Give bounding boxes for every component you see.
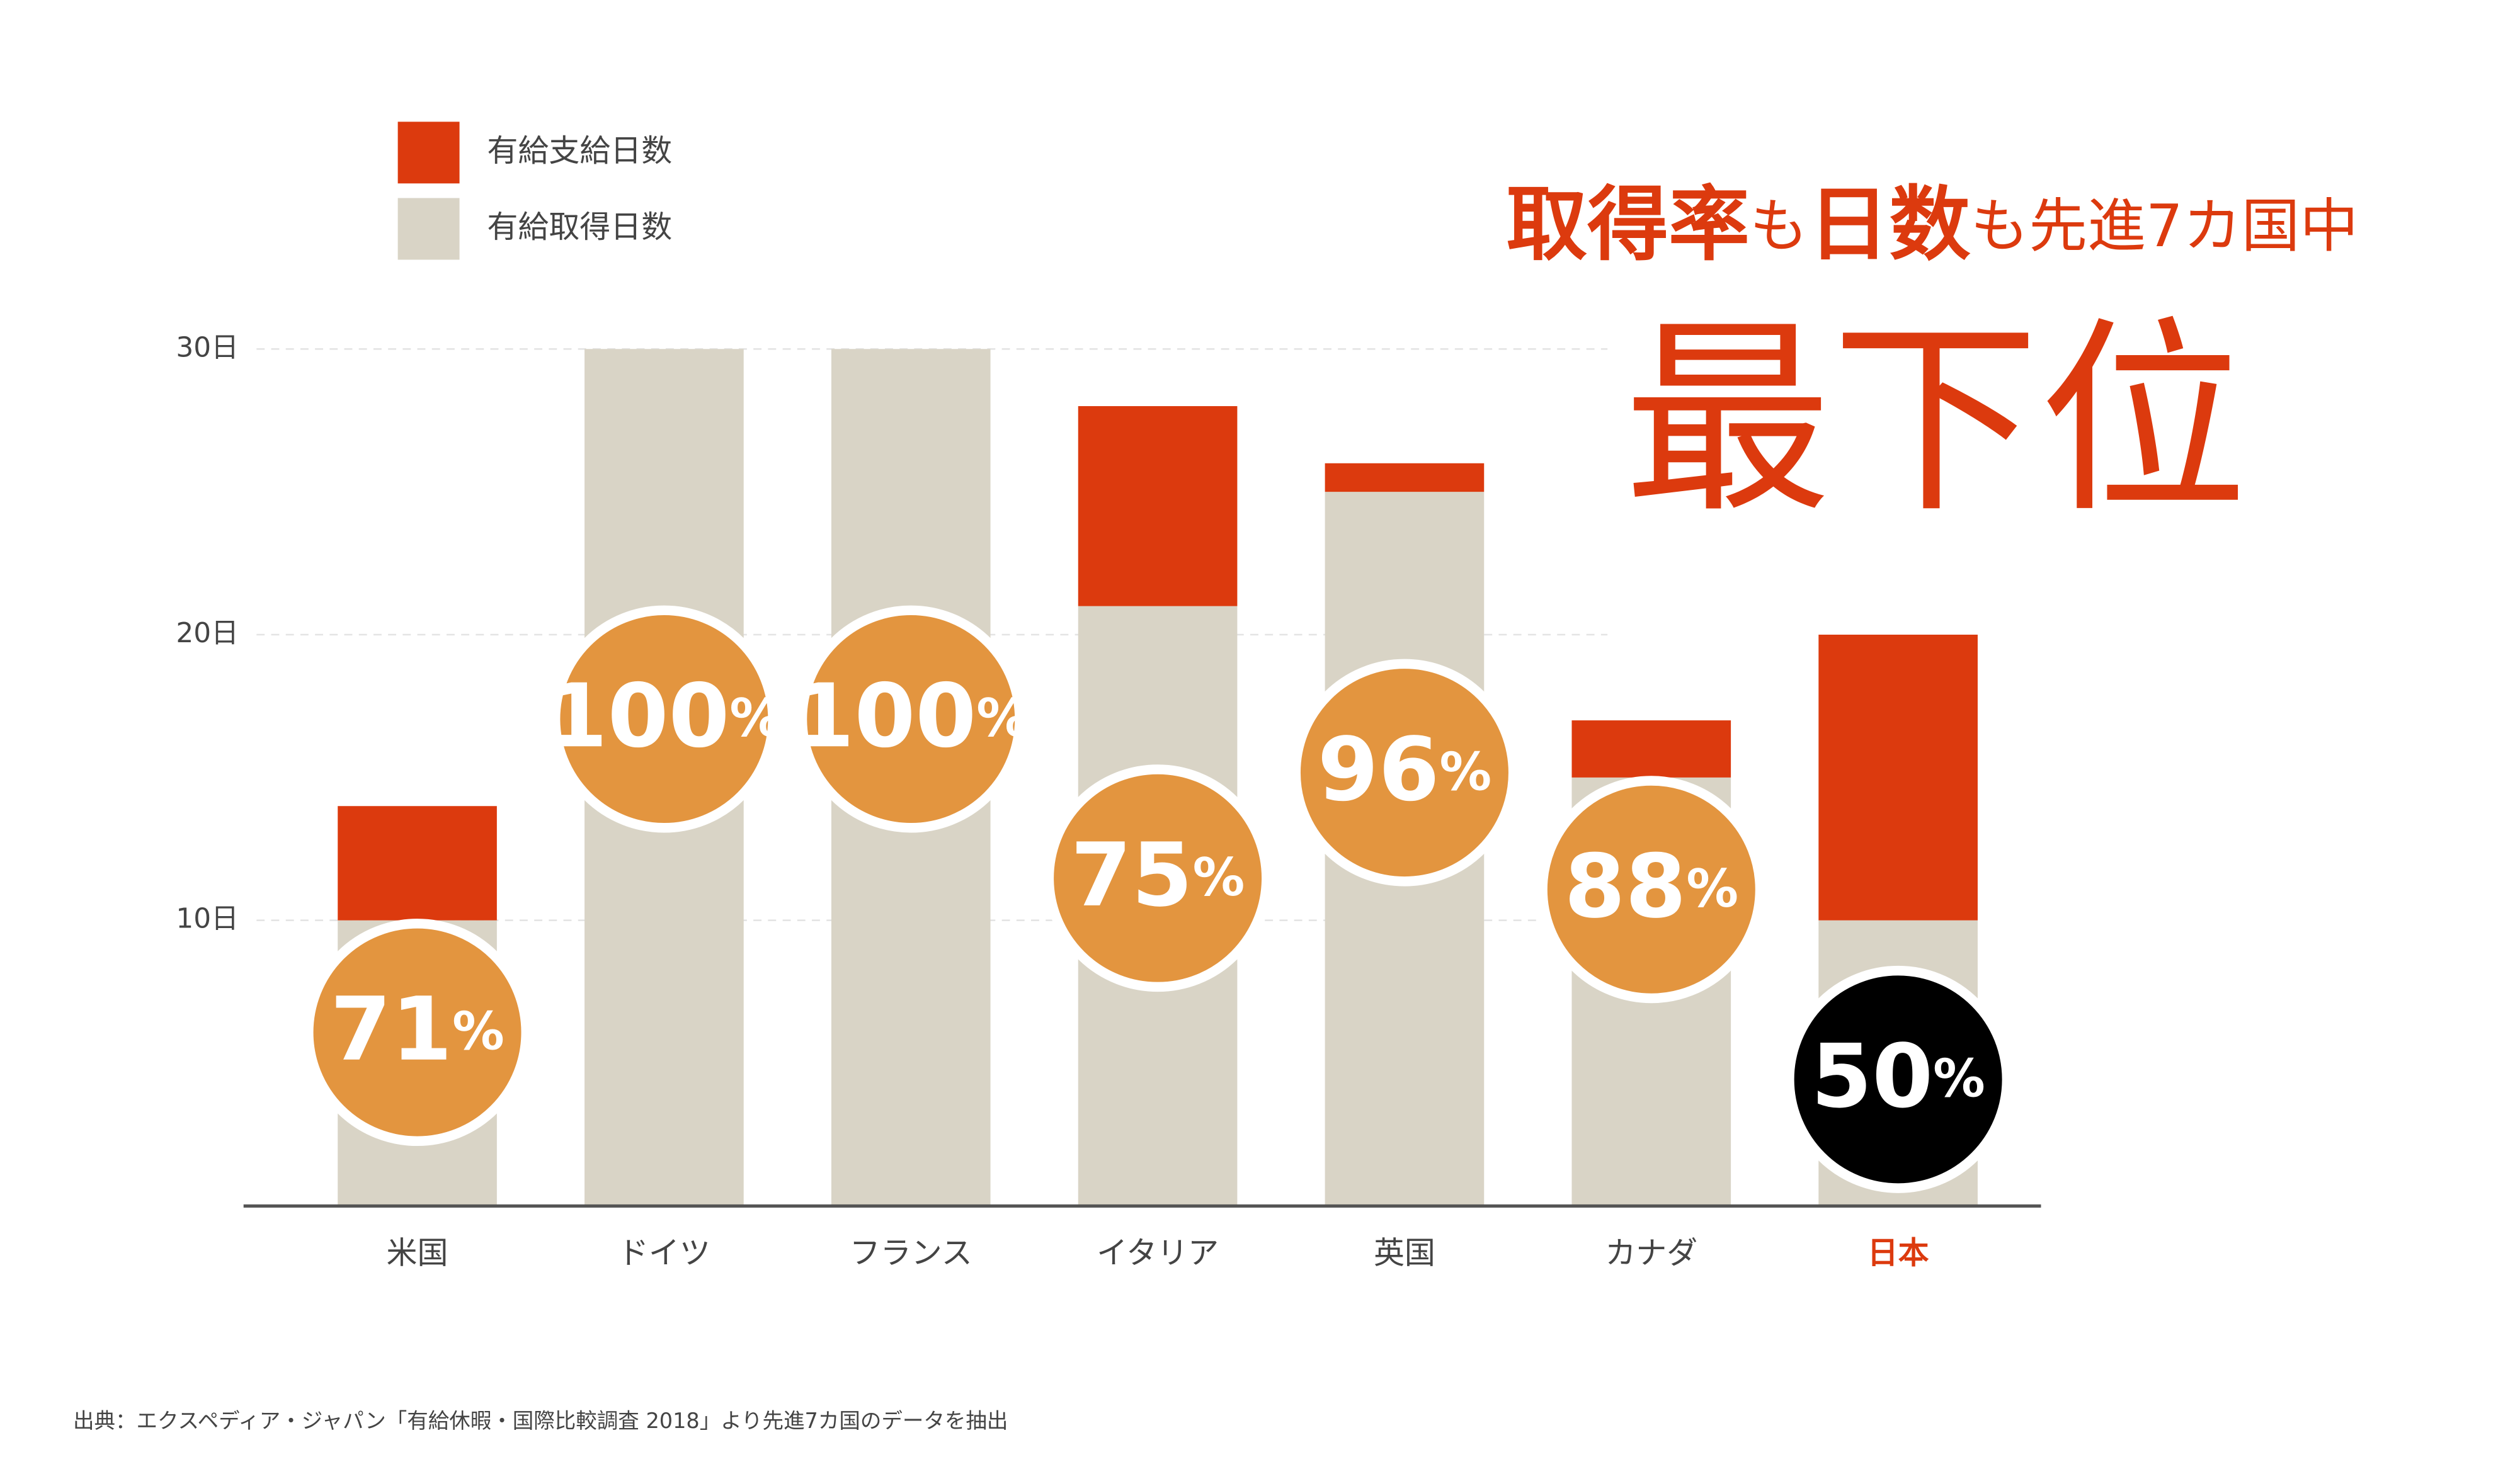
- rate-circle: [304, 919, 531, 1147]
- rate-number: 100: [794, 665, 977, 767]
- source: 出典：エクスペディア・ジャパン「有給休暇・国際比較調査 2018」より先進7カ国…: [73, 1408, 1008, 1433]
- rate-label: 88%: [1565, 836, 1738, 938]
- x-tick-label: 英国: [1374, 1235, 1435, 1271]
- rate-unit: %: [452, 1002, 505, 1062]
- rate-label: 100%: [794, 665, 1029, 767]
- x-tick-label: カナダ: [1605, 1235, 1697, 1271]
- rate-circle: [1291, 659, 1519, 887]
- headline-part: 日数: [1808, 178, 1971, 272]
- rate-number: 88: [1565, 836, 1687, 938]
- x-tick-label: 日本: [1867, 1235, 1929, 1271]
- headline-part: も先進7カ国中: [1970, 192, 2358, 260]
- rate-number: 96: [1318, 718, 1440, 820]
- headline-part: 取得率: [1506, 178, 1750, 272]
- rate-number: 75: [1071, 824, 1193, 926]
- rate-unit: %: [1439, 742, 1491, 803]
- headline-part: も: [1750, 192, 1808, 260]
- bar-segment: [1078, 406, 1238, 606]
- rate-number: 100: [547, 665, 730, 767]
- bar-segment: [1325, 463, 1485, 492]
- x-tick-label: イタリア: [1097, 1235, 1219, 1271]
- rate-label: 50%: [1811, 1026, 1985, 1128]
- bar-segment: [1818, 634, 1978, 921]
- bar-segment: [338, 806, 497, 921]
- x-tick-label: 米国: [387, 1235, 448, 1271]
- rate-number: 50: [1811, 1026, 1933, 1128]
- rate-circle: [550, 605, 778, 833]
- rate-unit: %: [1686, 859, 1738, 919]
- y-tick-label: 10日: [176, 903, 239, 935]
- y-tick-label: 20日: [176, 617, 239, 649]
- rate-unit: %: [976, 689, 1029, 749]
- headline2: 最下位: [1624, 299, 2247, 541]
- legend-swatch: [397, 122, 460, 184]
- rate-circle: [1044, 764, 1272, 992]
- bar-segment: [1571, 720, 1731, 778]
- headline: 取得率も日数も先進7カ国中: [1506, 178, 2358, 272]
- y-tick-label: 30日: [176, 331, 239, 363]
- rate-unit: %: [729, 689, 782, 749]
- rate-circle: [797, 605, 1025, 833]
- rate-unit: %: [1193, 847, 1245, 908]
- x-tick-label: ドイツ: [618, 1235, 710, 1271]
- legend-label: 有給取得日数: [487, 209, 672, 245]
- legend-label: 有給支給日数: [487, 133, 672, 169]
- rate-label: 71%: [330, 978, 504, 1080]
- rate-label: 96%: [1318, 718, 1491, 820]
- rate-circle: [1784, 965, 2012, 1193]
- x-tick-label: フランス: [850, 1235, 972, 1271]
- legend-swatch: [397, 198, 460, 260]
- rate-label: 100%: [547, 665, 782, 767]
- rate-label: 75%: [1071, 824, 1245, 926]
- rate-circle: [1537, 776, 1765, 1004]
- rate-unit: %: [1933, 1049, 1985, 1109]
- rate-number: 71: [330, 978, 452, 1080]
